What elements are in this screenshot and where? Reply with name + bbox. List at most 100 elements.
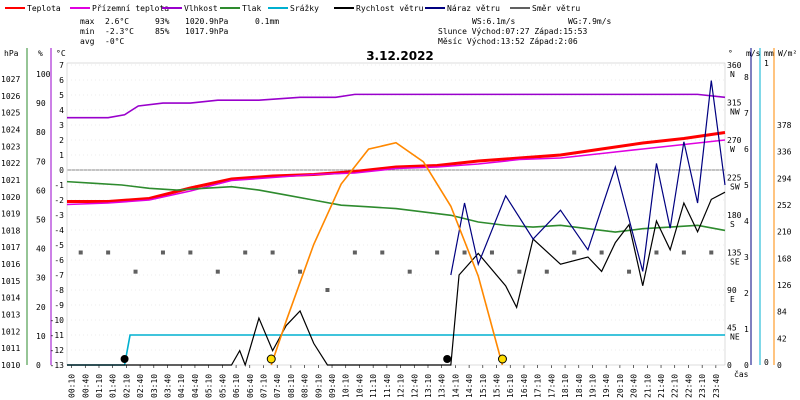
axis-unit-degc: °C [56, 49, 66, 58]
wind-direction-point [489, 250, 494, 255]
stats-row-label: min [80, 27, 95, 36]
axis-tick-hpa: 1011 [1, 344, 20, 353]
x-tick-label: 21:10 [643, 374, 652, 398]
x-tick-label: 02:40 [136, 374, 145, 398]
axis-tick-degc: -3 [54, 211, 64, 220]
axis-tick-wm2: 378 [777, 121, 792, 130]
axis-tick-degc: -4 [54, 226, 64, 235]
axis-tick-degc: -9 [54, 301, 64, 310]
axis-tick-wm2: 126 [777, 281, 792, 290]
x-tick-label: 14:40 [465, 374, 474, 398]
x-tick-label: 13:40 [438, 374, 447, 398]
x-tick-label: 02:10 [122, 374, 131, 398]
wind-direction-point [627, 269, 632, 274]
wind-direction-point [654, 250, 659, 255]
axis-tick-dir: 225 [727, 174, 742, 183]
x-tick-label: 22:10 [671, 374, 680, 398]
stats-humidity: 93% [155, 17, 170, 26]
axis-tick-hpa: 1018 [1, 226, 20, 235]
axis-tick-wm2: 0 [777, 361, 782, 370]
axis-tick-degc: -7 [54, 271, 64, 280]
x-tick-label: 01:10 [95, 374, 104, 398]
stats-wind-gust: WG:7.9m/s [568, 17, 612, 26]
series-5-line [67, 191, 726, 367]
stats-row-label: avg [80, 37, 95, 46]
axis-tick-wm2: 84 [777, 308, 787, 317]
axis-tick-degc: -12 [50, 346, 65, 355]
axis-tick-degc: 7 [59, 61, 64, 70]
axis-tick-degc: -1 [54, 181, 64, 190]
stats-sun-times: Slunce Východ:07:27 Západ:15:53 [438, 27, 587, 36]
x-tick-label: 22:40 [684, 374, 693, 398]
x-tick-label: 12:40 [410, 374, 419, 398]
axis-tick-hpa: 1027 [1, 75, 20, 84]
axis-tick-pct: 0 [36, 361, 41, 370]
axis-tick-degc: 3 [59, 121, 64, 130]
axis-tick-dir: 180 [727, 211, 742, 220]
axis-tick-hpa: 1023 [1, 142, 20, 151]
x-tick-label: 07:10 [259, 374, 268, 398]
axis-tick-degc: 6 [59, 76, 64, 85]
x-tick-label: 11:10 [369, 374, 378, 398]
axis-tick-degc: -11 [50, 331, 65, 340]
x-tick-label: 05:40 [218, 374, 227, 398]
x-tick-label: 19:10 [588, 374, 597, 398]
axis-tick-dir: 360 [727, 61, 742, 70]
wind-direction-point [544, 269, 549, 274]
legend-label: Náraz větru [447, 4, 500, 13]
x-tick-label: 16:10 [506, 374, 515, 398]
stats-temp: -2.3°C [105, 27, 134, 36]
axis-tick-wm2: 294 [777, 174, 792, 183]
x-tick-label: 10:10 [342, 374, 351, 398]
stats-pressure: 1017.9hPa [185, 27, 229, 36]
wind-direction-point [352, 250, 357, 255]
x-axis-label: čas [734, 369, 749, 379]
axis-tick-pct: 70 [36, 157, 46, 166]
x-tick-label: 05:10 [205, 374, 214, 398]
wind-direction-point [681, 250, 686, 255]
x-tick-label: 21:40 [657, 374, 666, 398]
axis-tick-ms: 6 [744, 145, 749, 154]
x-tick-label: 19:40 [602, 374, 611, 398]
x-tick-label: 04:40 [191, 374, 200, 398]
plot-area [66, 62, 726, 366]
wind-direction-point [572, 250, 577, 255]
axis-tick-degc: -13 [50, 361, 65, 370]
axis-tick-hpa: 1014 [1, 294, 20, 303]
wind-direction-point [270, 250, 275, 255]
stats-pressure: 1020.9hPa [185, 17, 229, 26]
x-tick-label: 23:40 [712, 374, 721, 398]
axis-tick-dir-label: SW [730, 183, 740, 192]
axis-tick-wm2: 252 [777, 201, 792, 210]
x-tick-label: 08:40 [301, 374, 310, 398]
x-tick-label: 17:40 [547, 374, 556, 398]
axis-tick-pct: 90 [36, 99, 46, 108]
axis-tick-hpa: 1016 [1, 260, 20, 269]
axis-tick-ms: 5 [744, 181, 749, 190]
series-8-line [270, 141, 504, 366]
series-0-line [67, 131, 726, 203]
axis-tick-dir-label: SE [730, 258, 740, 267]
axis-tick-pct: 60 [36, 186, 46, 195]
x-tick-label: 20:10 [616, 374, 625, 398]
moon-marker [443, 355, 452, 363]
axis-tick-dir: 0 [727, 361, 732, 370]
x-tick-label: 06:10 [232, 374, 241, 398]
wind-direction-point [462, 250, 467, 255]
axis-tick-hpa: 1013 [1, 311, 20, 320]
x-tick-label: 18:40 [575, 374, 584, 398]
axis-unit-ms: m/s [746, 49, 761, 58]
x-tick-label: 12:10 [397, 374, 406, 398]
wind-direction-point [298, 269, 303, 274]
stats-row-label: max [80, 17, 95, 26]
legend-label: Vlhkost [184, 4, 218, 13]
axis-tick-hpa: 1026 [1, 92, 20, 101]
axis-tick-degc: -10 [50, 316, 65, 325]
moon-marker [120, 355, 129, 363]
axis-tick-ms: 3 [744, 253, 749, 262]
axis-tick-pct: 50 [36, 216, 46, 225]
x-tick-label: 00:10 [68, 374, 77, 398]
x-tick-label: 11:40 [383, 374, 392, 398]
chart-title: 3.12.2022 [366, 49, 434, 63]
wind-direction-point [243, 250, 248, 255]
